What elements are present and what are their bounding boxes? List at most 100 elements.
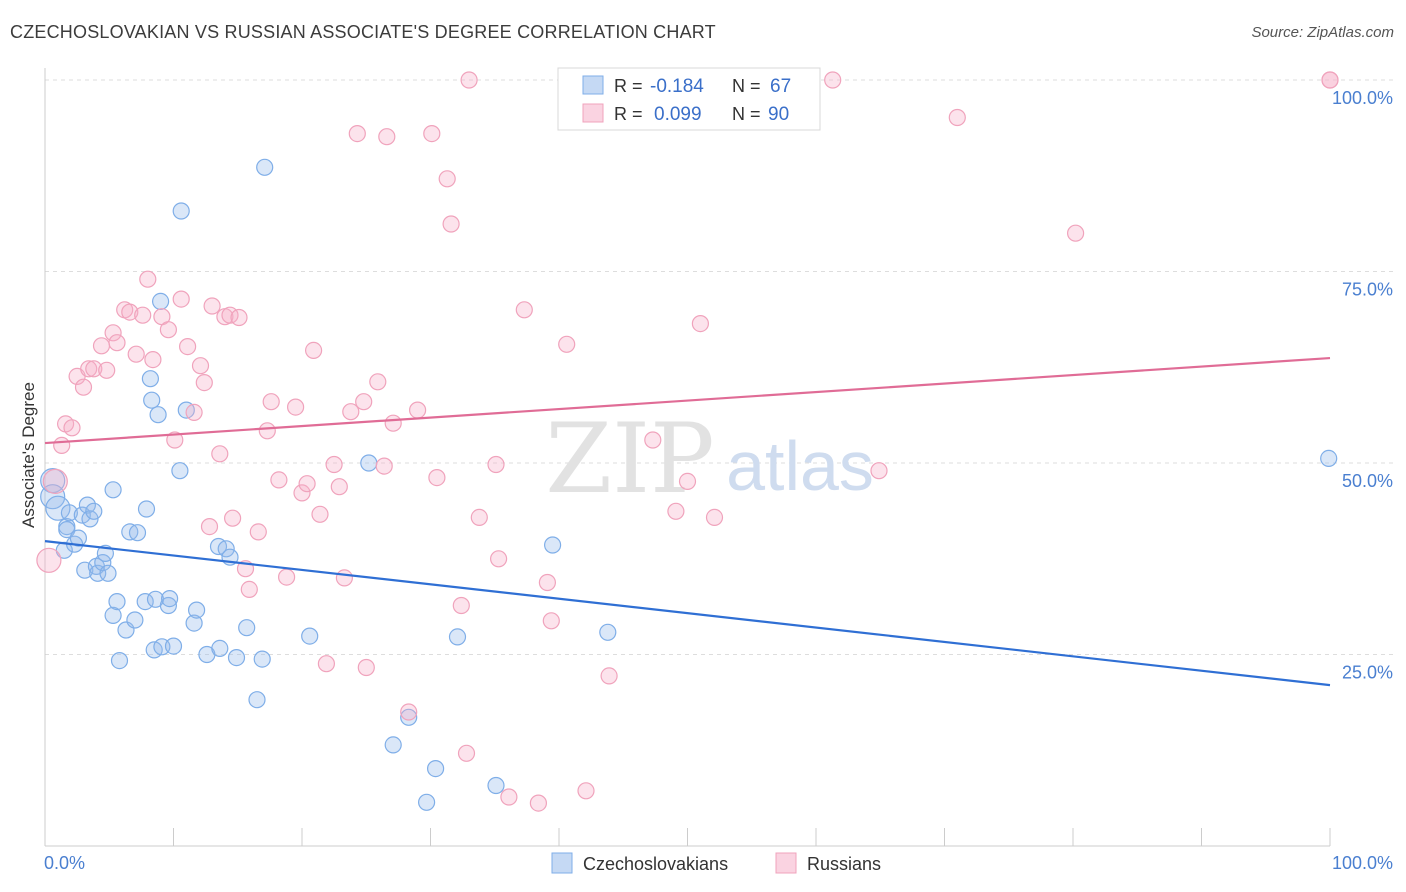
data-point — [824, 71, 842, 89]
data-point — [185, 614, 203, 632]
data-point — [128, 524, 147, 542]
data-point — [457, 744, 476, 762]
data-point — [253, 650, 271, 668]
data-point — [418, 793, 436, 811]
chart-source: Source: ZipAtlas.com — [1251, 24, 1394, 41]
data-point — [600, 667, 618, 685]
data-point — [110, 651, 129, 670]
data-point — [442, 215, 460, 233]
legend-box: R = -0.184 N = 67 R = 0.099 N = 90 — [557, 67, 821, 131]
data-point — [384, 414, 402, 432]
data-point — [543, 536, 562, 554]
data-point — [149, 406, 167, 424]
data-point — [515, 301, 533, 319]
data-point — [428, 469, 446, 487]
data-point — [1321, 71, 1339, 89]
data-point — [85, 502, 103, 520]
data-point — [400, 703, 418, 721]
data-point — [330, 478, 348, 496]
data-point — [104, 324, 122, 342]
data-point — [278, 568, 296, 586]
data-point — [161, 589, 179, 608]
data-point — [172, 290, 190, 308]
data-point — [227, 648, 246, 667]
legend-r-value-1: -0.184 — [650, 76, 704, 97]
data-point — [293, 484, 311, 502]
data-point — [42, 468, 68, 494]
axes — [44, 68, 1331, 847]
legend-n-label-2: N = — [732, 104, 761, 124]
watermark-zip: ZIP — [545, 403, 714, 515]
data-point — [92, 337, 111, 355]
data-point — [60, 504, 79, 522]
data-point — [240, 580, 258, 599]
data-point — [317, 655, 335, 673]
data-point — [369, 373, 387, 391]
data-point — [53, 436, 71, 454]
data-point — [409, 401, 427, 419]
chart-title: CZECHOSLOVAKIAN VS RUSSIAN ASSOCIATE'S D… — [10, 22, 716, 42]
data-point — [558, 335, 576, 353]
legend-swatch-pink — [582, 103, 604, 123]
y-tick-label: 25.0% — [1342, 663, 1393, 683]
data-point — [80, 360, 98, 378]
data-point — [78, 496, 97, 514]
data-point — [63, 419, 81, 437]
data-point — [452, 596, 470, 615]
data-point — [1066, 224, 1085, 242]
data-point — [705, 508, 724, 527]
data-point — [470, 508, 488, 527]
data-point — [99, 564, 117, 582]
legend-swatch-blue — [582, 75, 604, 95]
data-point — [490, 550, 508, 568]
data-point — [357, 658, 375, 677]
data-point — [203, 297, 221, 315]
data-point — [438, 170, 456, 188]
data-point — [171, 462, 189, 480]
data-point — [487, 455, 505, 474]
data-point — [948, 108, 966, 127]
data-point — [139, 270, 157, 288]
data-point — [500, 788, 518, 806]
data-point — [141, 370, 159, 388]
data-point — [136, 592, 154, 611]
data-point — [144, 351, 162, 369]
y-tick-label: 100.0% — [1332, 88, 1393, 108]
data-point — [211, 639, 229, 658]
data-point — [529, 794, 548, 812]
data-point — [121, 303, 139, 321]
data-point — [448, 628, 467, 646]
bottom-legend: Czechoslovakians Russians — [551, 852, 881, 874]
data-point — [179, 338, 197, 356]
data-point — [185, 403, 203, 421]
data-point — [577, 782, 595, 800]
legend-r-label-1: R = — [614, 76, 643, 96]
data-point — [200, 517, 219, 536]
data-point — [270, 471, 288, 489]
legend-n-value-2: 90 — [768, 104, 789, 125]
data-point — [423, 125, 441, 143]
data-point — [355, 393, 373, 411]
legend-r-label-2: R = — [614, 104, 643, 124]
data-point — [127, 345, 145, 363]
x-tick-label-min: 0.0% — [44, 853, 85, 873]
trend-line-czechoslovakians — [44, 540, 1331, 687]
data-point — [104, 481, 122, 499]
data-point — [262, 393, 280, 411]
data-point — [599, 623, 617, 641]
data-point — [256, 158, 274, 176]
data-point — [644, 431, 662, 449]
data-point — [667, 502, 685, 520]
data-point — [230, 308, 248, 327]
y-axis-label: Associate's Degree — [19, 382, 38, 528]
data-point — [172, 202, 190, 220]
data-point — [460, 71, 478, 89]
data-point — [325, 455, 343, 474]
data-point — [248, 691, 266, 709]
data-point — [166, 431, 184, 449]
data-point — [152, 292, 170, 310]
data-point — [487, 776, 505, 795]
data-point — [427, 759, 445, 778]
data-point — [188, 601, 206, 619]
